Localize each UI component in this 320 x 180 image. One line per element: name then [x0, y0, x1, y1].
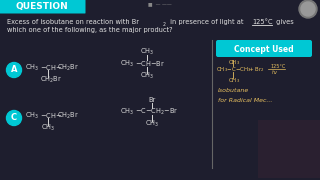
Text: CH$_3$: CH$_3$	[140, 71, 154, 81]
Text: CH$_2$Br: CH$_2$Br	[57, 63, 79, 73]
Text: CH$_3$$-$C$-$CH$_3$: CH$_3$$-$C$-$CH$_3$	[216, 66, 252, 75]
Text: $-$CH$-$: $-$CH$-$	[40, 64, 62, 73]
Circle shape	[301, 2, 315, 16]
Text: CH$_3$: CH$_3$	[120, 107, 134, 117]
Text: 2: 2	[163, 21, 166, 26]
Text: CH$_3$: CH$_3$	[228, 58, 240, 68]
Text: $-$C$-$CH$_2$$-$Br: $-$C$-$CH$_2$$-$Br	[135, 107, 179, 117]
Text: CH$_3$: CH$_3$	[140, 47, 154, 57]
FancyBboxPatch shape	[216, 40, 312, 57]
Text: C: C	[11, 114, 17, 123]
Text: Concept Used: Concept Used	[234, 46, 294, 55]
FancyBboxPatch shape	[258, 120, 320, 178]
Text: $-$CH$-$Br: $-$CH$-$Br	[135, 60, 165, 69]
Text: CH$_3$: CH$_3$	[41, 123, 55, 133]
Circle shape	[299, 0, 317, 18]
Circle shape	[6, 111, 21, 125]
Text: $+$ Br$_2$: $+$ Br$_2$	[248, 66, 265, 75]
Text: in presence of light at: in presence of light at	[168, 19, 246, 25]
Text: A: A	[11, 66, 17, 75]
Text: 125°C: 125°C	[252, 19, 273, 25]
Text: Excess of isobutane on reaction with Br: Excess of isobutane on reaction with Br	[7, 19, 139, 25]
Text: for Radical Mec...: for Radical Mec...	[218, 98, 272, 102]
Text: $-$CH$-$: $-$CH$-$	[40, 111, 62, 120]
Text: 125°C: 125°C	[270, 64, 285, 69]
Text: Isobutane: Isobutane	[218, 87, 249, 93]
Text: CH$_3$: CH$_3$	[25, 111, 39, 121]
Text: CH$_2$Br: CH$_2$Br	[57, 111, 79, 121]
Text: QUESTION: QUESTION	[16, 3, 68, 12]
Text: ■  — ——: ■ — ——	[148, 1, 172, 6]
FancyBboxPatch shape	[0, 0, 85, 14]
Text: hv: hv	[272, 69, 278, 75]
Text: CH$_3$: CH$_3$	[120, 59, 134, 69]
Circle shape	[6, 62, 21, 78]
Text: CH$_2$Br: CH$_2$Br	[40, 75, 62, 85]
Text: Br: Br	[148, 97, 155, 103]
Text: which one of the following, as the major product?: which one of the following, as the major…	[7, 27, 172, 33]
Text: CH$_3$: CH$_3$	[25, 63, 39, 73]
Text: CH$_3$: CH$_3$	[228, 76, 240, 86]
Text: CH$_3$: CH$_3$	[145, 119, 159, 129]
Text: gives: gives	[274, 19, 294, 25]
